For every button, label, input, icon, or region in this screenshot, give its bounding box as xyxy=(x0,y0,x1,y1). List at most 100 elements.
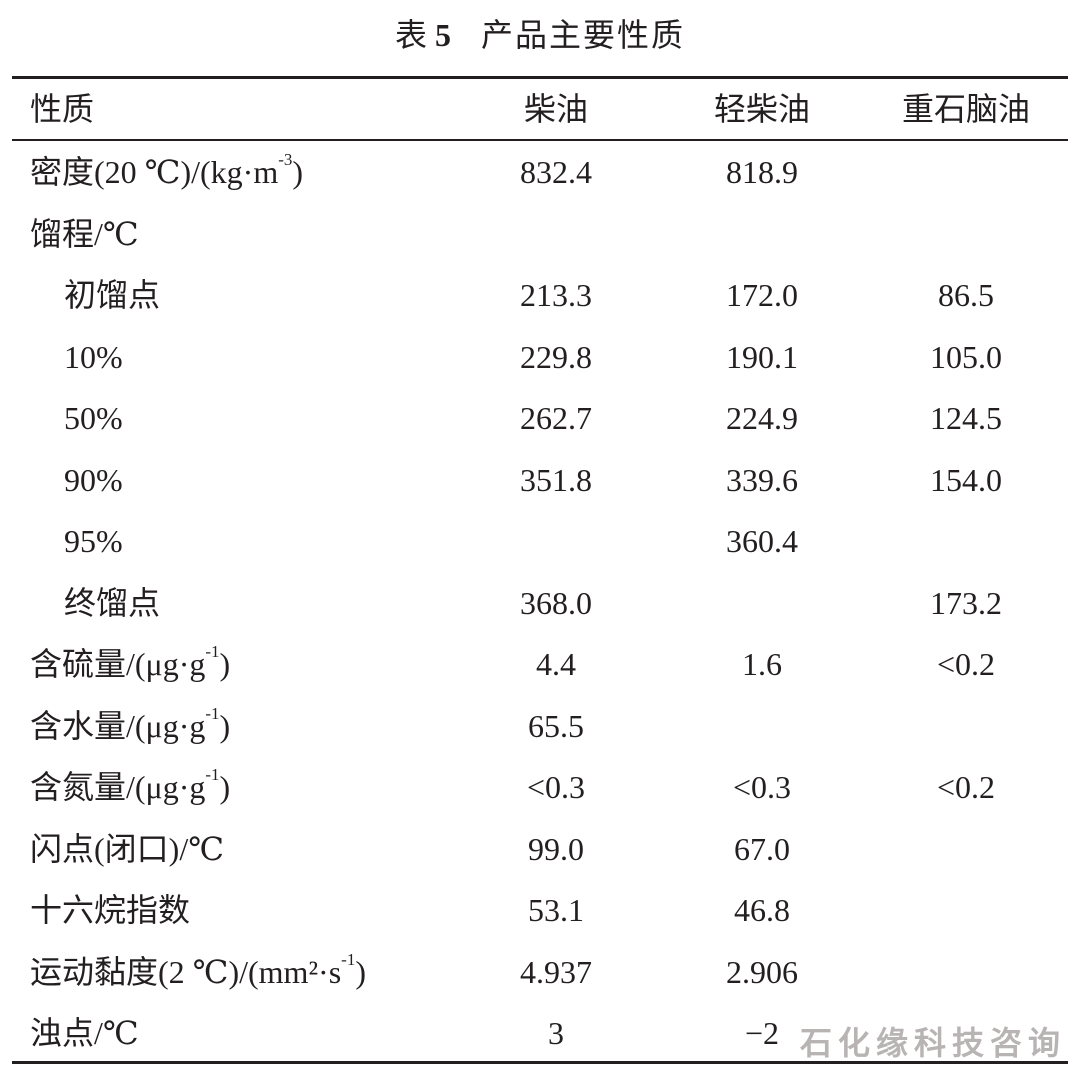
row-label: 50% xyxy=(64,387,123,449)
cell-heavy-naphtha: 86.5 xyxy=(938,277,994,313)
cell-diesel: 213.3 xyxy=(520,277,592,313)
cell-diesel: <0.3 xyxy=(526,769,586,805)
row-label-tail: ) xyxy=(219,646,231,682)
table-row: 含氮量/(μg·g-1) <0.3 <0.3 <0.2 xyxy=(0,756,1080,818)
row-label-tail: ) xyxy=(219,707,231,744)
cell-diesel: 3 xyxy=(548,1015,564,1051)
header-light-diesel: 轻柴油 xyxy=(713,91,811,127)
row-label-text: 闪点(闭口)/℃ xyxy=(30,830,225,867)
cell-light-diesel: 818.9 xyxy=(726,154,798,190)
row-label: 初馏点 xyxy=(64,264,160,326)
row-label: 密度(20 ℃)/(kg·m-3) xyxy=(30,141,303,203)
table-row: 馏程/℃ xyxy=(0,203,1080,265)
header-rule xyxy=(12,139,1068,141)
row-label-tail: ) xyxy=(292,154,304,190)
cell-heavy-naphtha: <0.2 xyxy=(936,769,996,805)
row-label-text: 含水量/(μg·g xyxy=(30,707,206,744)
row-label: 浊点/℃ xyxy=(30,1002,139,1064)
cell-diesel: 832.4 xyxy=(520,154,592,190)
cell-light-diesel: <0.3 xyxy=(732,769,792,805)
row-label-text: 密度(20 ℃)/(kg·m xyxy=(30,154,279,190)
row-label-text: 10% xyxy=(64,338,123,375)
cell-light-diesel: 360.4 xyxy=(726,523,798,559)
watermark: 石化缘科技咨询 xyxy=(800,1024,1067,1062)
row-label-tail: ) xyxy=(355,953,366,990)
table-row: 运动黏度(2 ℃)/(mm²·s-1) 4.937 2.906 xyxy=(0,941,1080,1003)
cell-diesel: 65.5 xyxy=(528,707,584,744)
cell-diesel: 4.937 xyxy=(520,953,592,990)
cell-light-diesel: 339.6 xyxy=(726,461,798,498)
cell-heavy-naphtha: 154.0 xyxy=(930,461,1002,498)
cell-diesel: 53.1 xyxy=(528,892,584,928)
row-label-text: 十六烷指数 xyxy=(30,892,191,928)
header-heavy-naphtha: 重石脑油 xyxy=(901,91,1031,127)
row-label-text: 终馏点 xyxy=(64,584,161,621)
cell-diesel: 229.8 xyxy=(520,338,592,375)
row-label-text: 馏程/℃ xyxy=(30,215,139,252)
bottom-rule xyxy=(12,1061,1068,1064)
cell-heavy-naphtha: 173.2 xyxy=(930,584,1002,621)
table-row: 95% 360.4 xyxy=(0,510,1080,572)
row-label: 运动黏度(2 ℃)/(mm²·s-1) xyxy=(30,941,366,1003)
cell-diesel: 368.0 xyxy=(520,584,592,621)
table-row: 浊点/℃ 3 −2 xyxy=(0,1002,1080,1064)
row-label: 10% xyxy=(64,326,123,388)
table-title: 表 5 产品主要性质 xyxy=(0,10,1080,56)
row-label: 十六烷指数 xyxy=(30,879,190,941)
cell-diesel: 99.0 xyxy=(528,830,584,867)
cell-diesel: 262.7 xyxy=(520,400,592,436)
cell-diesel: 351.8 xyxy=(520,461,592,498)
row-label-superscript: -1 xyxy=(341,949,356,969)
cell-diesel: 4.4 xyxy=(536,646,576,682)
table-row: 终馏点 368.0 173.2 xyxy=(0,572,1080,634)
row-label: 终馏点 xyxy=(64,572,160,634)
cell-light-diesel: 67.0 xyxy=(734,830,790,867)
row-label-text: 90% xyxy=(64,461,123,498)
cell-light-diesel: 172.0 xyxy=(726,277,798,313)
row-label-text: 初馏点 xyxy=(64,277,161,313)
cell-light-diesel: 46.8 xyxy=(734,892,790,928)
row-label-superscript: -1 xyxy=(205,765,220,784)
header-diesel: 柴油 xyxy=(523,91,589,127)
cell-light-diesel: −2 xyxy=(744,1015,780,1051)
row-label: 90% xyxy=(64,449,123,511)
row-label-text: 浊点/℃ xyxy=(30,1015,139,1051)
table-row: 含水量/(μg·g-1) 65.5 xyxy=(0,695,1080,757)
table-row: 初馏点 213.3 172.0 86.5 xyxy=(0,264,1080,326)
table-title-text: 产品主要性质 xyxy=(481,16,686,54)
cell-heavy-naphtha: 124.5 xyxy=(930,400,1002,436)
table-row: 50% 262.7 224.9 124.5 xyxy=(0,387,1080,449)
cell-light-diesel: 224.9 xyxy=(726,400,798,436)
cell-light-diesel: 190.1 xyxy=(726,338,798,375)
table-row: 10% 229.8 190.1 105.0 xyxy=(0,326,1080,388)
row-label-text: 运动黏度(2 ℃)/(mm²·s xyxy=(30,953,342,990)
table-title-prefix: 表 xyxy=(394,16,429,54)
top-rule xyxy=(12,76,1068,79)
row-label: 馏程/℃ xyxy=(30,203,139,265)
table-number: 5 xyxy=(435,17,453,53)
row-label: 含氮量/(μg·g-1) xyxy=(30,756,230,818)
cell-light-diesel: 2.906 xyxy=(726,953,798,990)
table-row: 十六烷指数 53.1 46.8 xyxy=(0,879,1080,941)
row-label-text: 含硫量/(μg·g xyxy=(30,646,206,682)
row-label-superscript: -3 xyxy=(278,150,293,169)
row-label-text: 95% xyxy=(64,523,123,559)
table-row: 闪点(闭口)/℃ 99.0 67.0 xyxy=(0,818,1080,880)
table-row: 90% 351.8 339.6 154.0 xyxy=(0,449,1080,511)
row-label-superscript: -1 xyxy=(205,703,220,723)
row-label-tail: ) xyxy=(219,769,231,805)
cell-light-diesel: 1.6 xyxy=(742,646,782,682)
header-row: 性质 柴油 轻柴油 重石脑油 xyxy=(0,78,1080,140)
row-label: 含硫量/(μg·g-1) xyxy=(30,633,230,695)
row-label: 闪点(闭口)/℃ xyxy=(30,818,224,880)
row-label: 95% xyxy=(64,510,123,572)
row-label-superscript: -1 xyxy=(205,642,220,661)
cell-heavy-naphtha: 105.0 xyxy=(930,338,1002,375)
table-row: 密度(20 ℃)/(kg·m-3) 832.4 818.9 xyxy=(0,141,1080,203)
row-label-text: 含氮量/(μg·g xyxy=(30,769,206,805)
row-label-text: 50% xyxy=(64,400,123,436)
row-label: 含水量/(μg·g-1) xyxy=(30,695,230,757)
table-row: 含硫量/(μg·g-1) 4.4 1.6 <0.2 xyxy=(0,633,1080,695)
cell-heavy-naphtha: <0.2 xyxy=(936,646,996,682)
header-property: 性质 xyxy=(30,91,95,127)
